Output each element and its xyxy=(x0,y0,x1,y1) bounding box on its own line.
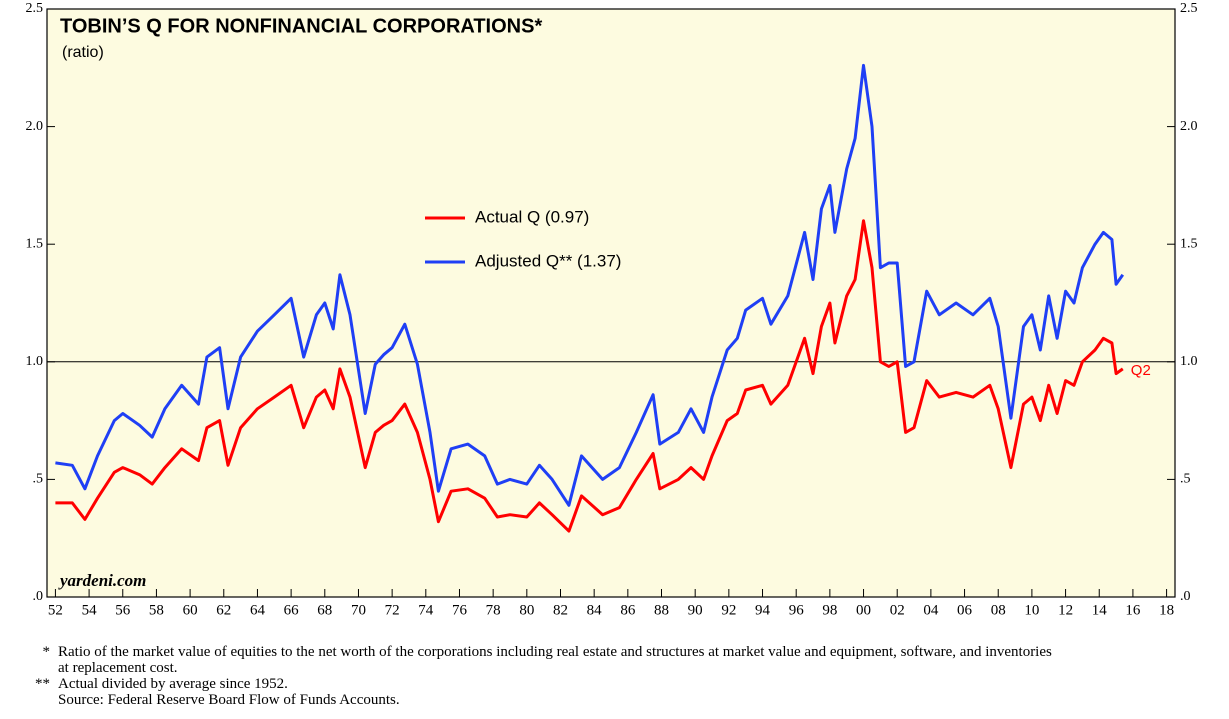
x-tick-label: 76 xyxy=(452,602,468,618)
x-tick-label: 66 xyxy=(284,602,300,618)
x-tick-label: 00 xyxy=(856,602,871,618)
chart-subtitle: (ratio) xyxy=(62,44,104,61)
y2-tick-label: .0 xyxy=(1180,589,1191,604)
x-tick-label: 60 xyxy=(183,602,198,618)
x-tick-label: 70 xyxy=(351,602,366,618)
x-tick-label: 02 xyxy=(890,602,905,618)
x-tick-label: 12 xyxy=(1058,602,1073,618)
y-tick-label: 2.0 xyxy=(26,119,44,134)
x-tick-label: 56 xyxy=(115,602,131,618)
chart-title: TOBIN’S Q FOR NONFINANCIAL CORPORATIONS* xyxy=(60,15,542,37)
x-tick-label: 94 xyxy=(755,602,771,618)
y2-tick-label: 1.5 xyxy=(1180,236,1198,251)
legend-label: Adjusted Q** (1.37) xyxy=(475,251,621,270)
footnote: ** Actual divided by average since 1952. xyxy=(20,676,1200,692)
y-tick-label: 1.0 xyxy=(26,354,44,369)
x-tick-label: 08 xyxy=(991,602,1006,618)
footnote-text: Ratio of the market value of equities to… xyxy=(58,644,1052,676)
footnote: * Ratio of the market value of equities t… xyxy=(20,644,1200,676)
y-tick-label: .0 xyxy=(33,589,44,604)
series-line xyxy=(55,63,1125,507)
x-tick-label: 78 xyxy=(486,602,501,618)
x-tick-label: 68 xyxy=(317,602,332,618)
x-tick-label: 18 xyxy=(1159,602,1174,618)
x-tick-label: 06 xyxy=(957,602,973,618)
source-row: Source: Federal Reserve Board Flow of Fu… xyxy=(20,692,1200,708)
legend-label: Actual Q (0.97) xyxy=(475,207,589,226)
y-tick-label: .5 xyxy=(33,472,44,487)
x-tick-label: 84 xyxy=(587,602,603,618)
footnotes: * Ratio of the market value of equities t… xyxy=(20,644,1200,708)
x-tick-label: 90 xyxy=(688,602,703,618)
x-tick-label: 62 xyxy=(216,602,231,618)
x-tick-label: 04 xyxy=(923,602,939,618)
y2-tick-label: .5 xyxy=(1180,472,1191,487)
annotation: Q2 xyxy=(1131,362,1151,379)
x-tick-label: 64 xyxy=(250,602,266,618)
x-tick-label: 16 xyxy=(1125,602,1141,618)
x-tick-label: 80 xyxy=(519,602,534,618)
x-tick-label: 54 xyxy=(82,602,98,618)
series-line xyxy=(55,219,1124,533)
y2-tick-label: 2.0 xyxy=(1180,119,1198,134)
y-tick-label: 2.5 xyxy=(26,1,44,16)
source: Source: Federal Reserve Board Flow of Fu… xyxy=(58,692,400,708)
x-tick-label: 74 xyxy=(418,602,434,618)
x-tick-label: 88 xyxy=(654,602,669,618)
y-tick-label: 1.5 xyxy=(26,236,44,251)
x-tick-label: 82 xyxy=(553,602,568,618)
x-tick-label: 72 xyxy=(385,602,400,618)
x-tick-label: 10 xyxy=(1024,602,1039,618)
x-tick-label: 96 xyxy=(789,602,805,618)
footnote-mark: ** xyxy=(35,676,50,692)
x-tick-label: 14 xyxy=(1092,602,1108,618)
x-tick-label: 52 xyxy=(48,602,63,618)
footnote-mark: * xyxy=(42,644,51,660)
y2-tick-label: 2.5 xyxy=(1180,1,1198,16)
watermark: yardeni.com xyxy=(58,571,146,590)
x-tick-label: 58 xyxy=(149,602,164,618)
x-tick-label: 92 xyxy=(721,602,736,618)
y2-tick-label: 1.0 xyxy=(1180,354,1198,369)
plot-area xyxy=(46,8,1176,598)
footnote-text: Actual divided by average since 1952. xyxy=(58,676,288,692)
chart: TOBIN’S Q FOR NONFINANCIAL CORPORATIONS*… xyxy=(26,1,1198,618)
x-tick-label: 86 xyxy=(620,602,636,618)
x-tick-label: 98 xyxy=(822,602,837,618)
